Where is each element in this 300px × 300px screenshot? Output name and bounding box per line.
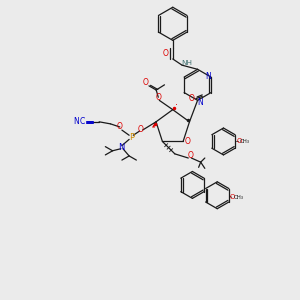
Text: O: O	[189, 94, 195, 103]
Text: O: O	[236, 139, 242, 145]
Text: ▲: ▲	[152, 125, 155, 129]
Text: ·: ·	[176, 100, 178, 110]
Text: P: P	[129, 133, 134, 142]
Text: CH₃: CH₃	[234, 195, 244, 200]
Text: N: N	[74, 117, 79, 126]
Text: O: O	[143, 78, 149, 87]
Text: O: O	[117, 122, 123, 131]
Text: N: N	[118, 143, 124, 152]
Text: N: N	[197, 98, 203, 107]
Text: O: O	[138, 124, 143, 134]
Text: O: O	[155, 93, 161, 102]
Text: O: O	[184, 137, 190, 146]
Text: NH: NH	[182, 60, 193, 66]
Text: O: O	[188, 152, 193, 160]
Text: O: O	[163, 49, 169, 58]
Text: C: C	[80, 117, 85, 126]
Text: O: O	[230, 194, 236, 200]
Text: CH₃: CH₃	[240, 139, 250, 144]
Text: N: N	[205, 71, 211, 80]
